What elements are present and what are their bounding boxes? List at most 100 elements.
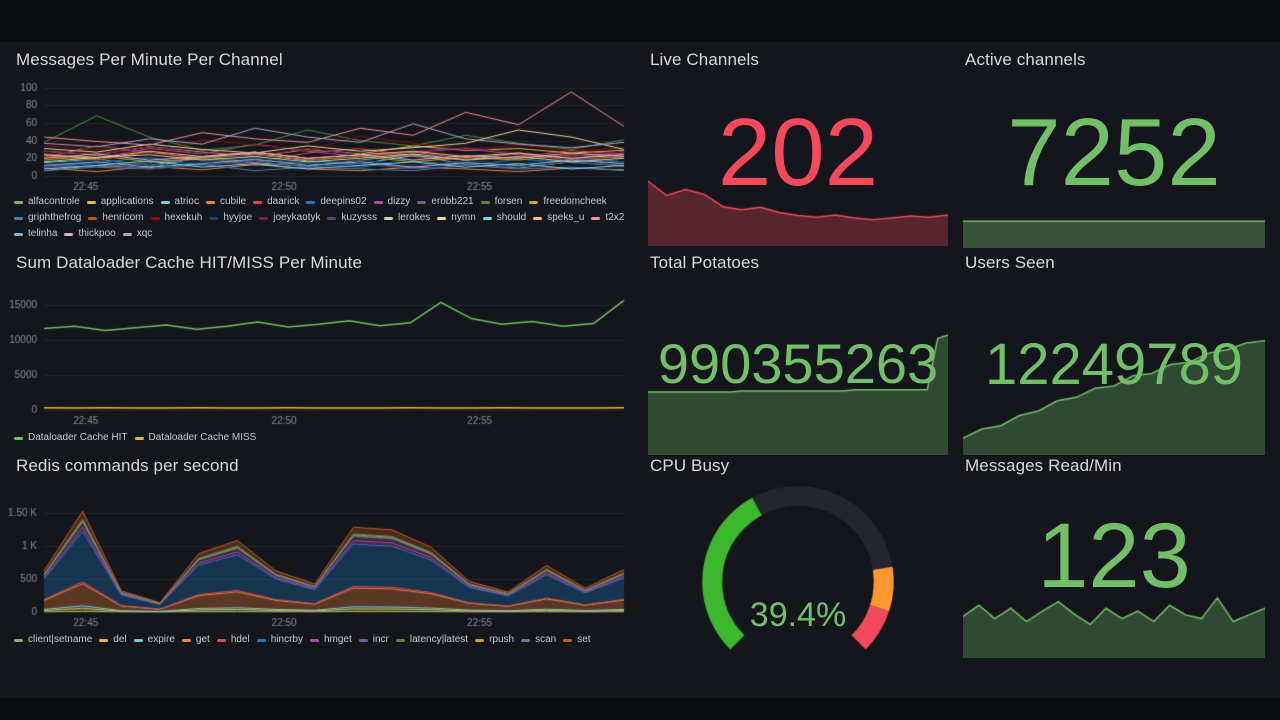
panel-title-users-seen[interactable]: Users Seen [965, 253, 1055, 272]
legend-item-griphthefrog[interactable]: griphthefrog [14, 212, 81, 224]
legend-label: hexekuh [164, 212, 203, 223]
panel-title-active-channels[interactable]: Active channels [965, 50, 1086, 69]
legend-item-Dataloader Cache HIT[interactable]: Dataloader Cache HIT [14, 432, 128, 444]
panel-title-total-potatoes[interactable]: Total Potatoes [650, 253, 760, 272]
live-channels-value: 202 [717, 99, 879, 206]
legend-item-henricom[interactable]: henricom [88, 212, 144, 224]
legend-item-hincrby[interactable]: hincrby [256, 634, 303, 646]
legend-item-hyyjoe[interactable]: hyyjoe [209, 212, 252, 224]
legend-color-swatch [373, 200, 383, 204]
total-potatoes-value: 990355263 [657, 332, 939, 395]
panel-title-live-channels[interactable]: Live Channels [650, 50, 760, 69]
legend-item-hdel[interactable]: hdel [216, 634, 250, 646]
legend-color-swatch [309, 638, 319, 642]
legend-item-applications[interactable]: applications [86, 196, 154, 208]
legend-color-swatch [134, 436, 144, 440]
legend-label: incr [372, 634, 389, 645]
legend-color-swatch [521, 638, 531, 642]
panel-messages-read: Messages Read/Min 123 [963, 450, 1265, 670]
legend-label: xqc [136, 228, 153, 239]
legend-color-swatch [437, 216, 447, 220]
legend-color-swatch [253, 200, 263, 204]
legend-label: scan [535, 634, 557, 645]
legend-color-swatch [384, 216, 394, 220]
legend-item-atrioc[interactable]: atrioc [160, 196, 199, 208]
panel-cpu-busy: CPU Busy 39.4% [648, 450, 948, 670]
legend-item-incr[interactable]: incr [358, 634, 389, 646]
redis-legend: client|setname del expire get hdel hincrby hmg… [14, 634, 634, 646]
legend-item-client|setname[interactable]: client|setname [14, 634, 92, 646]
legend-item-kuzysss[interactable]: kuzysss [327, 212, 377, 224]
legend-item-latency|latest[interactable]: latency|latest [395, 634, 468, 646]
legend-item-scan[interactable]: scan [521, 634, 556, 646]
dataloader-chart-canvas[interactable] [8, 288, 628, 430]
legend-item-deepins02[interactable]: deepins02 [306, 196, 367, 208]
cpu-busy-gauge [648, 482, 948, 654]
legend-label: daarick [267, 196, 300, 207]
legend-color-swatch [395, 638, 405, 642]
legend-item-should[interactable]: should [482, 212, 527, 224]
legend-color-swatch [205, 200, 215, 204]
legend-item-forsen[interactable]: forsen [480, 196, 523, 208]
legend-label: Dataloader Cache MISS [148, 432, 257, 443]
legend-label: get [195, 634, 210, 645]
legend-color-swatch [533, 216, 543, 220]
legend-color-swatch [259, 216, 269, 220]
legend-item-cubile[interactable]: cubile [205, 196, 247, 208]
legend-item-lerokes[interactable]: lerokes [384, 212, 430, 224]
legend-item-freedomcheek[interactable]: freedomcheek [529, 196, 607, 208]
legend-item-speks_u[interactable]: speks_u [533, 212, 584, 224]
legend-color-swatch [64, 232, 74, 236]
legend-item-set[interactable]: set [563, 634, 591, 646]
legend-item-joeykaotyk[interactable]: joeykaotyk [259, 212, 320, 224]
redis-chart-canvas[interactable] [8, 500, 628, 632]
messages-chart-canvas[interactable] [8, 78, 628, 196]
panel-title-dataloader[interactable]: Sum Dataloader Cache HIT/MISS Per Minute [16, 253, 363, 272]
legend-item-alfacontrole[interactable]: alfacontrole [14, 196, 80, 208]
legend-label: forsen [494, 196, 523, 207]
legend-color-swatch [133, 638, 143, 642]
panel-live-channels: Live Channels 202 [648, 44, 948, 249]
panel-title-redis[interactable]: Redis commands per second [16, 456, 239, 475]
legend-item-t2x2[interactable]: t2x2 [591, 212, 624, 224]
legend-item-expire[interactable]: expire [133, 634, 175, 646]
active-channels-value: 7252 [1007, 99, 1221, 206]
legend-item-del[interactable]: del [99, 634, 127, 646]
legend-label: erobb221 [431, 196, 474, 207]
legend-item-thickpoo[interactable]: thickpoo [64, 228, 116, 240]
legend-item-xqc[interactable]: xqc [122, 228, 153, 240]
legend-color-swatch [563, 638, 573, 642]
legend-item-dizzy[interactable]: dizzy [373, 196, 410, 208]
legend-color-swatch [181, 638, 191, 642]
panel-active-channels: Active channels 7252 [963, 44, 1265, 249]
panel-title-messages-read[interactable]: Messages Read/Min [965, 456, 1122, 475]
legend-item-nymn[interactable]: nymn [437, 212, 476, 224]
panel-dataloader-cache: Sum Dataloader Cache HIT/MISS Per Minute… [8, 247, 636, 447]
legend-color-swatch [14, 232, 23, 236]
legend-color-swatch [209, 216, 219, 220]
legend-color-swatch [14, 436, 23, 440]
legend-label: applications [100, 196, 154, 207]
legend-item-rpush[interactable]: rpush [475, 634, 514, 646]
legend-label: cubile [219, 196, 247, 207]
legend-item-daarick[interactable]: daarick [253, 196, 299, 208]
legend-label: expire [147, 634, 175, 645]
legend-label: atrioc [174, 196, 199, 207]
panel-total-potatoes: Total Potatoes 990355263 [648, 247, 948, 457]
legend-item-erobb221[interactable]: erobb221 [417, 196, 474, 208]
total-potatoes-sparkline [648, 333, 948, 455]
legend-item-telinha[interactable]: telinha [14, 228, 57, 240]
legend-label: should [496, 212, 527, 223]
panel-title-messages[interactable]: Messages Per Minute Per Channel [16, 50, 283, 69]
legend-item-hexekuh[interactable]: hexekuh [150, 212, 203, 224]
legend-color-swatch [86, 200, 96, 204]
dataloader-legend: Dataloader Cache HIT Dataloader Cache MIS… [14, 432, 632, 444]
users-seen-value: 12249789 [984, 332, 1244, 397]
legend-item-hmget[interactable]: hmget [309, 634, 352, 646]
legend-color-swatch [216, 638, 226, 642]
messages-read-value: 123 [1037, 505, 1191, 607]
panel-title-cpu-busy[interactable]: CPU Busy [650, 456, 730, 475]
legend-label: kuzysss [341, 212, 378, 223]
legend-item-Dataloader Cache MISS[interactable]: Dataloader Cache MISS [134, 432, 257, 444]
legend-item-get[interactable]: get [181, 634, 210, 646]
